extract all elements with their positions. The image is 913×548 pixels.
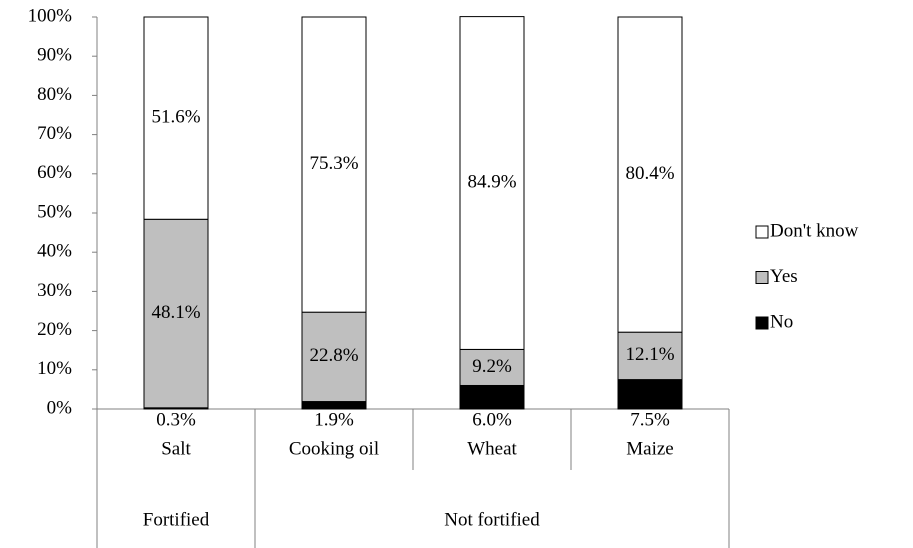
y-tick-label: 10%: [37, 358, 72, 379]
legend-label: Don't know: [770, 220, 859, 241]
group-label: Not fortified: [444, 509, 540, 530]
x-tick-label: Maize: [626, 438, 673, 459]
value-label: 48.1%: [151, 302, 200, 323]
value-label: 9.2%: [472, 356, 512, 377]
legend-label: Yes: [770, 266, 798, 287]
group-label: Fortified: [143, 509, 210, 530]
bar-segment: [301, 311, 367, 403]
value-label: 0.3%: [156, 409, 196, 430]
bar-segment: [617, 16, 683, 333]
bar-segment: [459, 384, 525, 410]
bar-segment: [143, 218, 209, 409]
value-label: 7.5%: [630, 409, 670, 430]
legend-swatch: [755, 271, 769, 284]
y-tick-label: 0%: [47, 397, 73, 418]
y-tick-label: 90%: [37, 45, 72, 66]
bar-segment: [459, 16, 525, 350]
y-tick-label: 30%: [37, 280, 72, 301]
bar-segment: [459, 348, 525, 386]
y-tick-label: 60%: [37, 162, 72, 183]
y-tick-label: 20%: [37, 319, 72, 340]
y-tick-label: 100%: [28, 5, 73, 26]
value-label: 12.1%: [625, 344, 674, 365]
value-label: 1.9%: [314, 409, 354, 430]
value-label: 80.4%: [625, 163, 674, 184]
legend-label: No: [770, 311, 793, 332]
y-tick-label: 80%: [37, 84, 72, 105]
bar-segment: [301, 16, 367, 313]
value-label: 22.8%: [309, 345, 358, 366]
value-label: 51.6%: [151, 106, 200, 127]
x-tick-label: Salt: [161, 438, 191, 459]
legend-swatch: [755, 316, 769, 330]
bar-segment: [617, 379, 683, 410]
bar-segment: [143, 16, 209, 220]
bar-segment: [617, 331, 683, 381]
value-label: 84.9%: [467, 171, 516, 192]
bar-segment: [301, 401, 367, 410]
y-tick-label: 70%: [37, 123, 72, 144]
x-tick-label: Cooking oil: [289, 438, 379, 459]
value-label: 6.0%: [472, 409, 512, 430]
value-label: 75.3%: [309, 153, 358, 174]
y-tick-label: 50%: [37, 201, 72, 222]
y-tick-label: 40%: [37, 241, 72, 262]
legend-swatch: [755, 225, 769, 239]
x-tick-label: Wheat: [467, 438, 517, 459]
